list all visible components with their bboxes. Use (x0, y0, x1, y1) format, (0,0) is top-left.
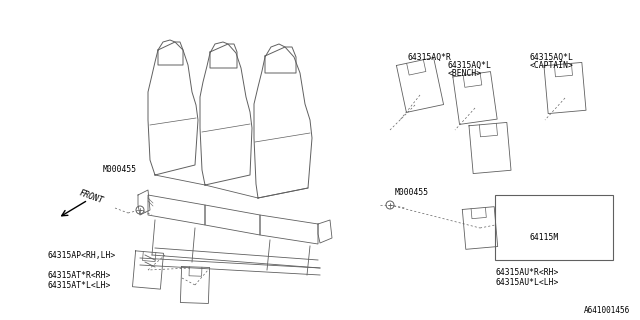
Text: 64315AP<RH,LH>: 64315AP<RH,LH> (48, 251, 116, 260)
Text: 64315AQ*L: 64315AQ*L (530, 53, 574, 62)
Text: M000455: M000455 (395, 188, 429, 197)
Text: 64315AT*L<LH>: 64315AT*L<LH> (48, 281, 111, 290)
Text: 64115M: 64115M (530, 233, 559, 242)
Text: 64315AU*L<LH>: 64315AU*L<LH> (495, 278, 558, 287)
Text: <BENCH>: <BENCH> (448, 69, 482, 78)
Bar (495, 195, 613, 260)
Text: 64315AQ*L: 64315AQ*L (448, 61, 492, 70)
Text: <CAPTAIN>: <CAPTAIN> (530, 61, 574, 70)
Text: 64315AU*R<RH>: 64315AU*R<RH> (495, 268, 558, 277)
Text: A641001456: A641001456 (584, 306, 630, 315)
Text: M000455: M000455 (103, 165, 137, 174)
Text: FRONT: FRONT (78, 188, 104, 205)
Text: 64315AT*R<RH>: 64315AT*R<RH> (48, 271, 111, 280)
Text: 64315AQ*R: 64315AQ*R (408, 53, 452, 62)
